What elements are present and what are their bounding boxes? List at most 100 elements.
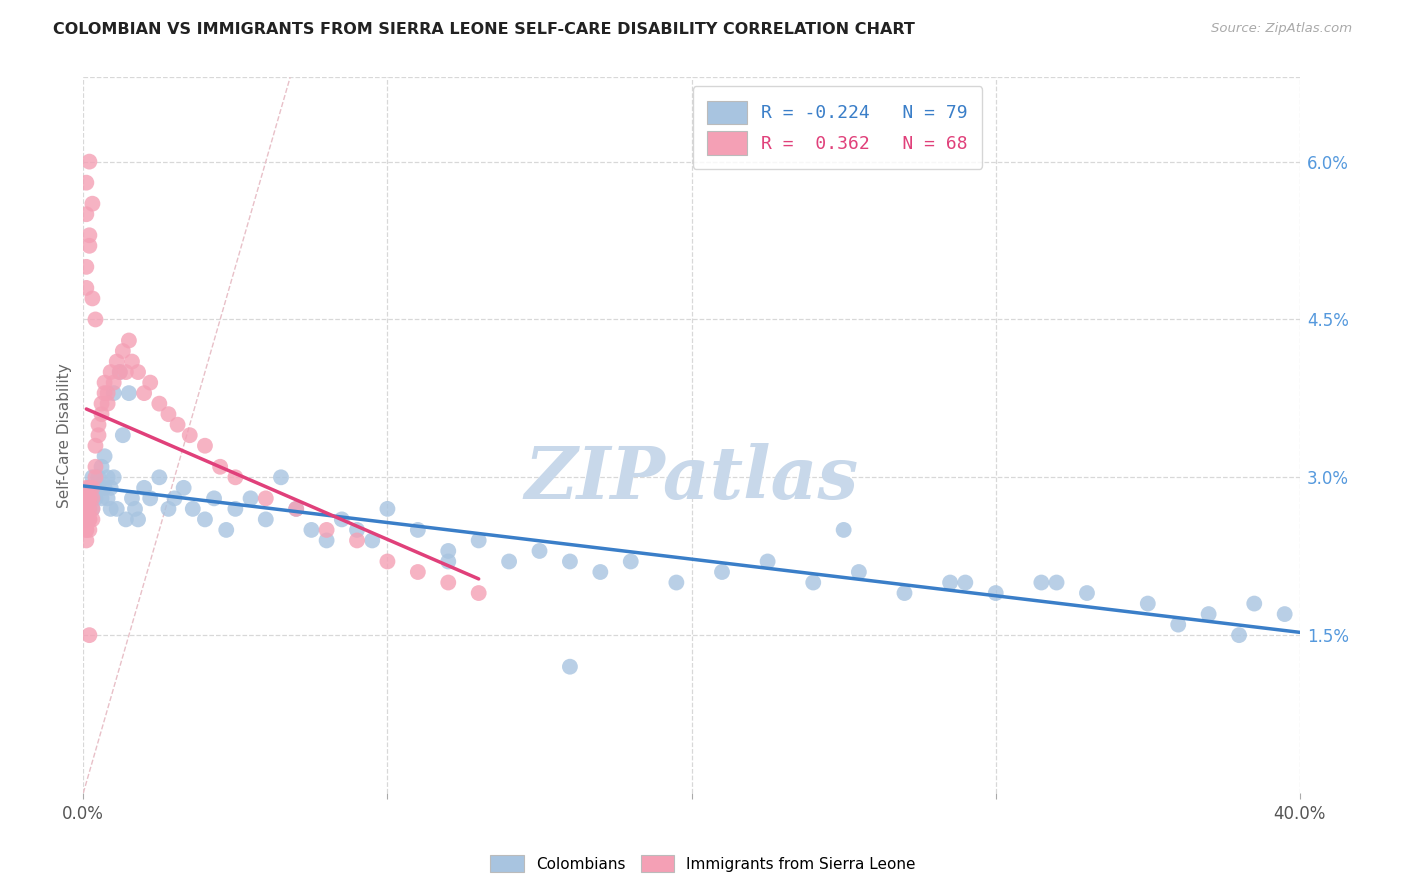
Point — [82, 481, 104, 495]
Point — [1076, 586, 1098, 600]
Point — [1198, 607, 1220, 621]
Text: ZIPatlas: ZIPatlas — [524, 442, 859, 514]
Point — [939, 575, 962, 590]
Point — [90, 397, 112, 411]
Point — [82, 512, 104, 526]
Point — [93, 481, 115, 495]
Point — [97, 386, 120, 401]
Legend: R = -0.224   N = 79, R =  0.362   N = 68: R = -0.224 N = 79, R = 0.362 N = 68 — [693, 87, 983, 169]
Point — [832, 523, 855, 537]
Point — [105, 501, 128, 516]
Point — [121, 491, 143, 506]
Point — [75, 512, 97, 526]
Point — [315, 533, 337, 548]
Point — [75, 533, 97, 548]
Point — [79, 512, 101, 526]
Point — [285, 501, 308, 516]
Point — [848, 565, 870, 579]
Point — [711, 565, 734, 579]
Text: Source: ZipAtlas.com: Source: ZipAtlas.com — [1212, 22, 1353, 36]
Point — [467, 533, 489, 548]
Point — [224, 501, 246, 516]
Point — [75, 176, 97, 190]
Point — [90, 491, 112, 506]
Point — [93, 376, 115, 390]
Point — [115, 365, 138, 379]
Point — [1274, 607, 1296, 621]
Point — [111, 344, 134, 359]
Point — [330, 512, 353, 526]
Point — [620, 554, 643, 568]
Point — [79, 501, 101, 516]
Point — [270, 470, 292, 484]
Point — [84, 459, 107, 474]
Point — [665, 575, 688, 590]
Point — [79, 628, 101, 642]
Point — [1136, 597, 1159, 611]
Point — [84, 439, 107, 453]
Point — [1227, 628, 1250, 642]
Point — [377, 554, 399, 568]
Point — [955, 575, 977, 590]
Point — [111, 428, 134, 442]
Point — [75, 207, 97, 221]
Legend: Colombians, Immigrants from Sierra Leone: Colombians, Immigrants from Sierra Leone — [482, 847, 924, 880]
Point — [285, 501, 308, 516]
Point — [589, 565, 612, 579]
Point — [224, 470, 246, 484]
Point — [82, 491, 104, 506]
Point — [166, 417, 188, 432]
Point — [157, 407, 180, 421]
Y-axis label: Self-Care Disability: Self-Care Disability — [58, 363, 72, 508]
Point — [254, 512, 277, 526]
Point — [75, 260, 97, 274]
Point — [1167, 617, 1189, 632]
Point — [79, 481, 101, 495]
Point — [1045, 575, 1067, 590]
Point — [437, 554, 460, 568]
Point — [75, 491, 97, 506]
Point — [148, 397, 170, 411]
Point — [97, 470, 120, 484]
Point — [75, 281, 97, 295]
Point — [108, 365, 131, 379]
Point — [75, 481, 97, 495]
Point — [75, 501, 97, 516]
Point — [82, 491, 104, 506]
Point — [82, 470, 104, 484]
Point — [139, 491, 162, 506]
Point — [84, 481, 107, 495]
Point — [82, 292, 104, 306]
Text: COLOMBIAN VS IMMIGRANTS FROM SIERRA LEONE SELF-CARE DISABILITY CORRELATION CHART: COLOMBIAN VS IMMIGRANTS FROM SIERRA LEON… — [53, 22, 915, 37]
Point — [134, 386, 156, 401]
Point — [100, 501, 122, 516]
Point — [148, 470, 170, 484]
Point — [801, 575, 824, 590]
Point — [121, 354, 143, 368]
Point — [377, 501, 399, 516]
Point — [75, 512, 97, 526]
Point — [529, 544, 551, 558]
Point — [79, 481, 101, 495]
Point — [103, 376, 125, 390]
Point — [437, 544, 460, 558]
Point — [79, 491, 101, 506]
Point — [173, 481, 195, 495]
Point — [108, 365, 131, 379]
Point — [134, 481, 156, 495]
Point — [103, 386, 125, 401]
Point — [82, 501, 104, 516]
Point — [79, 512, 101, 526]
Point — [315, 523, 337, 537]
Point — [406, 565, 429, 579]
Point — [79, 154, 101, 169]
Point — [1243, 597, 1265, 611]
Point — [87, 417, 110, 432]
Point — [346, 523, 368, 537]
Point — [127, 365, 149, 379]
Point — [100, 365, 122, 379]
Point — [75, 523, 97, 537]
Point — [105, 354, 128, 368]
Point — [209, 459, 232, 474]
Point — [75, 523, 97, 537]
